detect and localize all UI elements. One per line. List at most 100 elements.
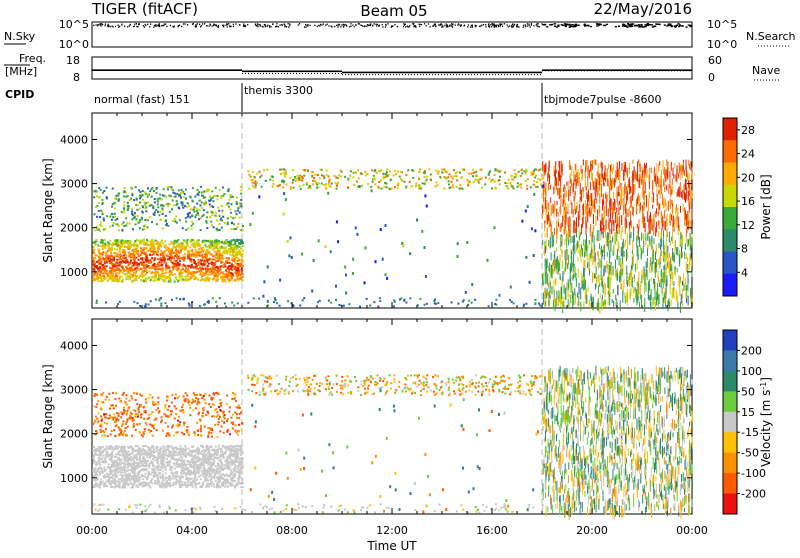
scatter-cell — [135, 248, 137, 250]
noise-mark — [458, 23, 459, 24]
scatter-cell — [160, 259, 162, 261]
scatter-cell — [573, 209, 574, 217]
scatter-cell — [167, 225, 169, 227]
scatter-cell — [615, 270, 616, 277]
radar-title: TIGER (fitACF) — [91, 0, 198, 18]
scatter-cell — [230, 203, 232, 205]
noise-mark — [367, 24, 368, 25]
scatter-cell — [223, 266, 225, 268]
noise-mark — [119, 26, 120, 27]
scatter-cell — [209, 240, 211, 242]
scatter-cell — [610, 171, 611, 179]
scatter-cell — [154, 198, 156, 200]
scatter-cell — [146, 239, 148, 241]
scatter-cell — [103, 218, 105, 220]
scatter-cell — [160, 245, 162, 247]
scatter-cell — [378, 181, 380, 183]
scatter-cell — [234, 241, 236, 243]
scatter-cell — [225, 241, 227, 243]
scatter-cell — [95, 190, 97, 192]
noise-mark — [531, 23, 532, 24]
scatter-cell — [146, 261, 148, 263]
scatter-cell — [659, 283, 660, 287]
scatter-cell — [508, 179, 510, 181]
noise-mark — [272, 24, 273, 25]
noise-mark — [187, 24, 188, 25]
scatter-cell — [225, 270, 227, 272]
noise-mark — [653, 26, 655, 27]
scatter-cell — [107, 250, 109, 252]
scatter-cell — [580, 302, 581, 311]
scatter-cell — [524, 170, 526, 172]
scatter-cell — [614, 180, 615, 185]
scatter-cell — [184, 279, 186, 281]
scatter-cell — [94, 241, 96, 243]
scatter-cell — [106, 187, 108, 189]
scatter-cell — [139, 227, 141, 229]
scatter-cell — [649, 193, 650, 199]
scatter-cell — [578, 257, 579, 262]
noise-tick-bottom-left: 10^0 — [59, 38, 89, 51]
scatter-cell — [640, 164, 641, 173]
scatter-cell — [336, 185, 338, 187]
scatter-cell — [242, 225, 244, 227]
scatter-cell — [513, 169, 515, 171]
scatter-cell — [648, 281, 649, 292]
scatter-cell — [624, 184, 625, 194]
noise-mark — [195, 25, 196, 26]
scatter-cell — [124, 273, 126, 275]
scatter-cell — [171, 188, 173, 190]
scatter-cell — [161, 270, 163, 272]
scatter-cell — [252, 212, 254, 215]
scatter-cell — [535, 302, 537, 304]
scatter-cell — [623, 170, 624, 181]
scatter-cell — [166, 196, 168, 198]
date-title: 22/May/2016 — [594, 0, 692, 18]
scatter-cell — [175, 240, 177, 242]
scatter-cell — [172, 244, 174, 246]
scatter-cell — [645, 182, 646, 193]
scatter-cell — [200, 272, 202, 274]
noise-mark — [658, 24, 660, 25]
scatter-cell — [136, 244, 138, 246]
scatter-cell — [615, 295, 616, 301]
scatter-cell — [226, 204, 228, 206]
scatter-cell — [215, 301, 217, 303]
scatter-cell — [191, 228, 193, 230]
scatter-cell — [102, 213, 104, 215]
scatter-cell — [441, 172, 443, 174]
scatter-cell — [636, 174, 637, 181]
scatter-cell — [664, 255, 665, 262]
noise-mark — [590, 26, 592, 27]
scatter-cell — [167, 246, 169, 248]
scatter-cell — [140, 268, 142, 270]
noise-mark — [349, 26, 350, 27]
noise-mark — [409, 25, 410, 26]
scatter-cell — [647, 258, 648, 268]
scatter-cell — [335, 299, 337, 301]
scatter-cell — [487, 259, 489, 262]
scatter-cell — [114, 208, 116, 210]
scatter-cell — [517, 186, 519, 188]
scatter-cell — [344, 176, 346, 178]
scatter-cell — [608, 164, 609, 170]
scatter-cell — [666, 246, 667, 250]
scatter-cell — [127, 209, 129, 211]
scatter-cell — [419, 298, 421, 300]
noise-mark — [105, 23, 106, 24]
scatter-cell — [156, 266, 158, 268]
scatter-cell — [163, 256, 165, 258]
scatter-cell — [594, 160, 595, 165]
scatter-cell — [146, 242, 148, 244]
scatter-cell — [511, 186, 513, 188]
noise-mark — [525, 26, 526, 27]
noise-mark — [352, 25, 353, 26]
scatter-cell — [596, 198, 597, 204]
scatter-cell — [665, 271, 666, 282]
scatter-cell — [531, 227, 533, 230]
scatter-cell — [210, 273, 212, 275]
scatter-cell — [239, 212, 241, 214]
scatter-cell — [102, 264, 104, 266]
scatter-cell — [360, 172, 362, 174]
scatter-cell — [659, 161, 660, 165]
